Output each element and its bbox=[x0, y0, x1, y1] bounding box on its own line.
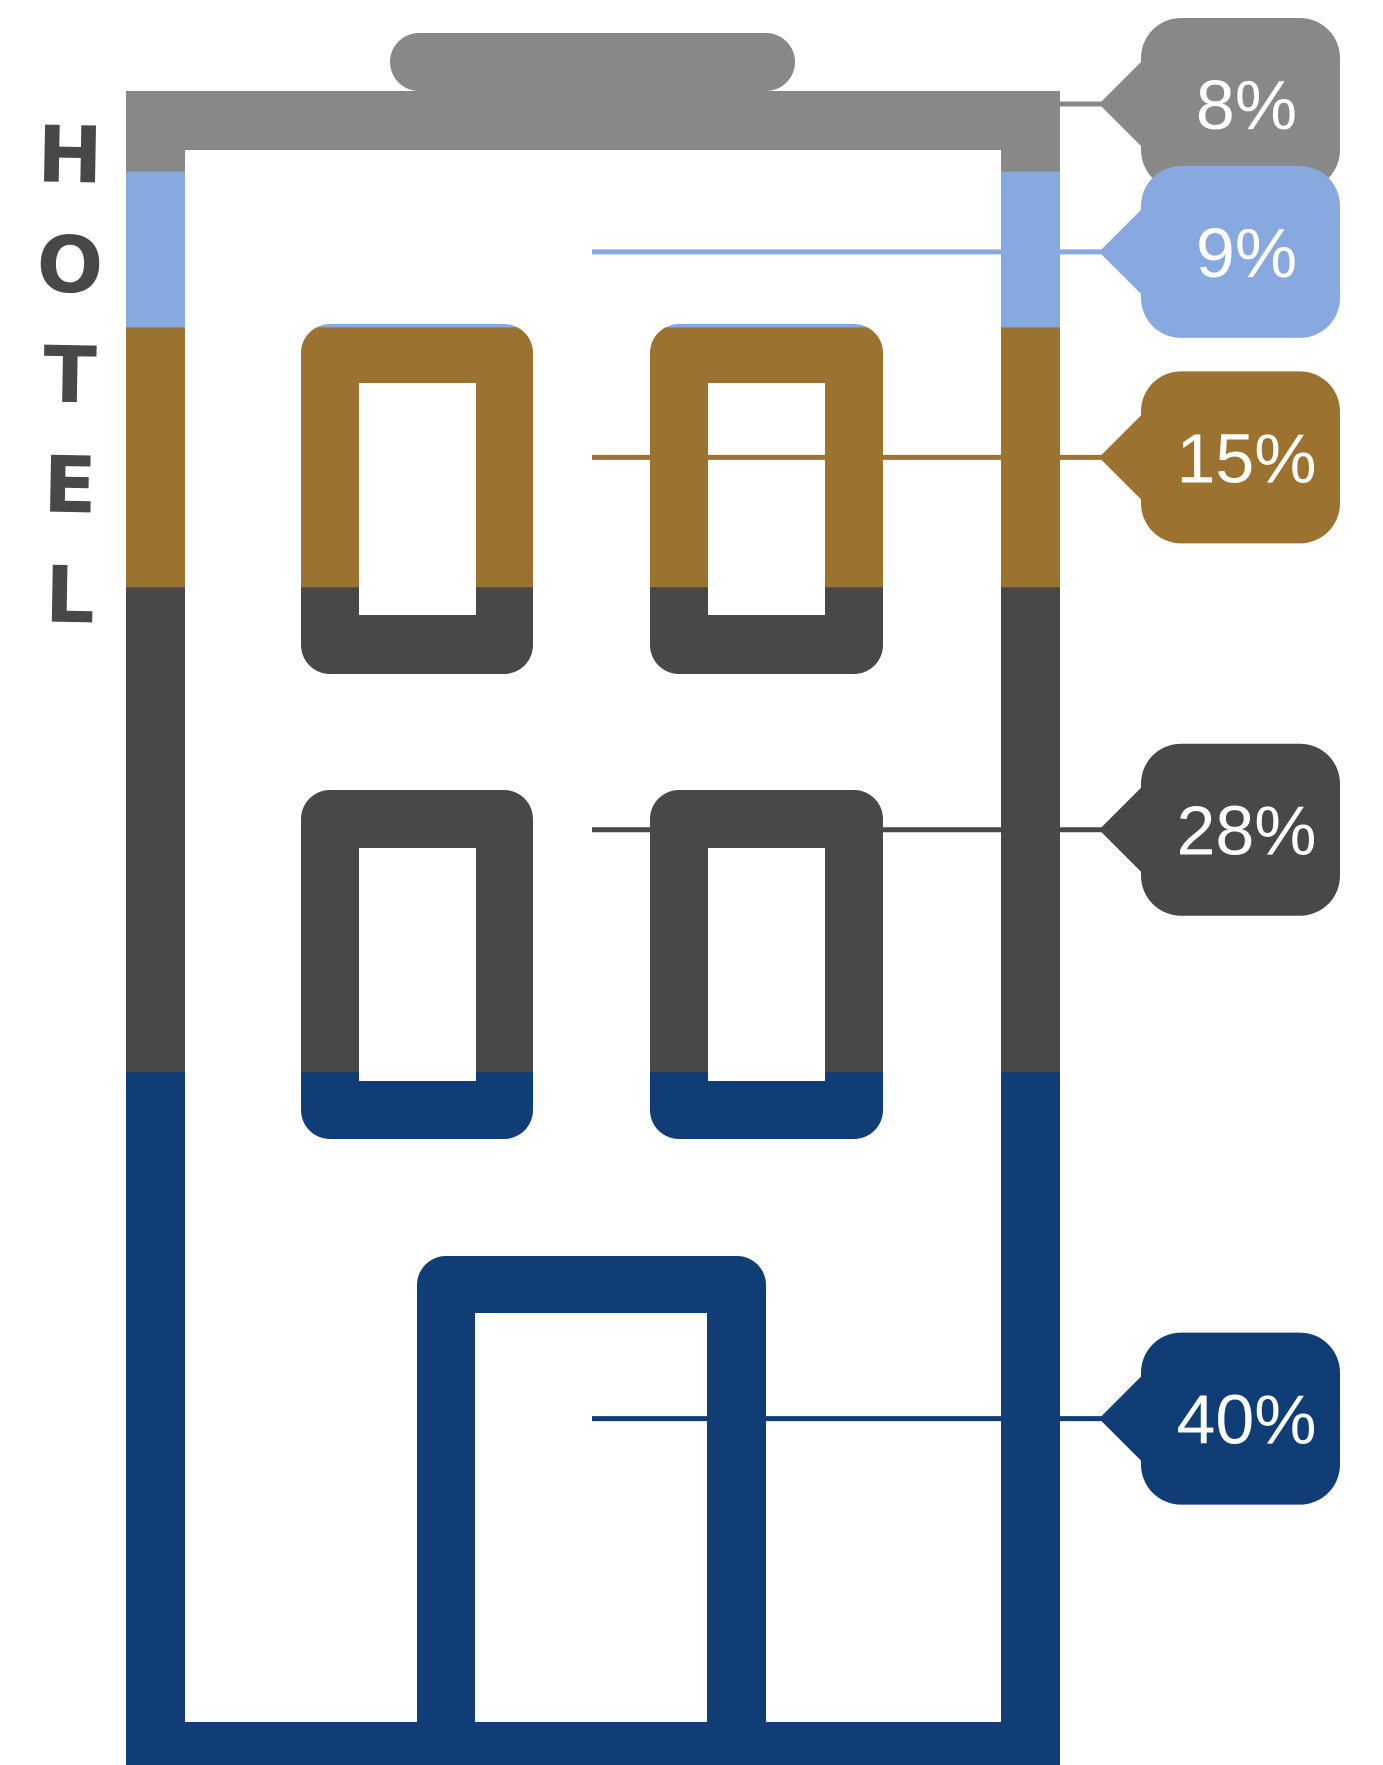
callout-box: 28% bbox=[1099, 743, 1340, 916]
value-label: 15% bbox=[1176, 419, 1316, 497]
callout-box: 9% bbox=[1099, 165, 1340, 338]
value-label: 28% bbox=[1176, 792, 1316, 870]
callout-shape bbox=[1099, 165, 1340, 338]
callout-box: 8% bbox=[1099, 18, 1340, 190]
value-label: 9% bbox=[1196, 214, 1297, 292]
callout-box: 15% bbox=[1099, 371, 1340, 544]
callout-group: 8% 9% 15% 28% 40% bbox=[592, 18, 1340, 1505]
callout-shape bbox=[1099, 743, 1340, 916]
hotel-word-letter: O bbox=[36, 220, 104, 311]
hotel-word-letter: T bbox=[43, 331, 98, 422]
callout-box: 40% bbox=[1099, 1332, 1340, 1505]
hotel-word-letter: L bbox=[44, 551, 95, 642]
callout-shape bbox=[1099, 371, 1340, 544]
hotel-word-letter: H bbox=[37, 110, 104, 201]
value-label: 40% bbox=[1176, 1381, 1316, 1459]
callout-shape bbox=[1099, 18, 1340, 190]
hotel-word-letter: E bbox=[43, 441, 98, 532]
callout-shape bbox=[1099, 1332, 1340, 1505]
value-label: 8% bbox=[1196, 66, 1297, 144]
